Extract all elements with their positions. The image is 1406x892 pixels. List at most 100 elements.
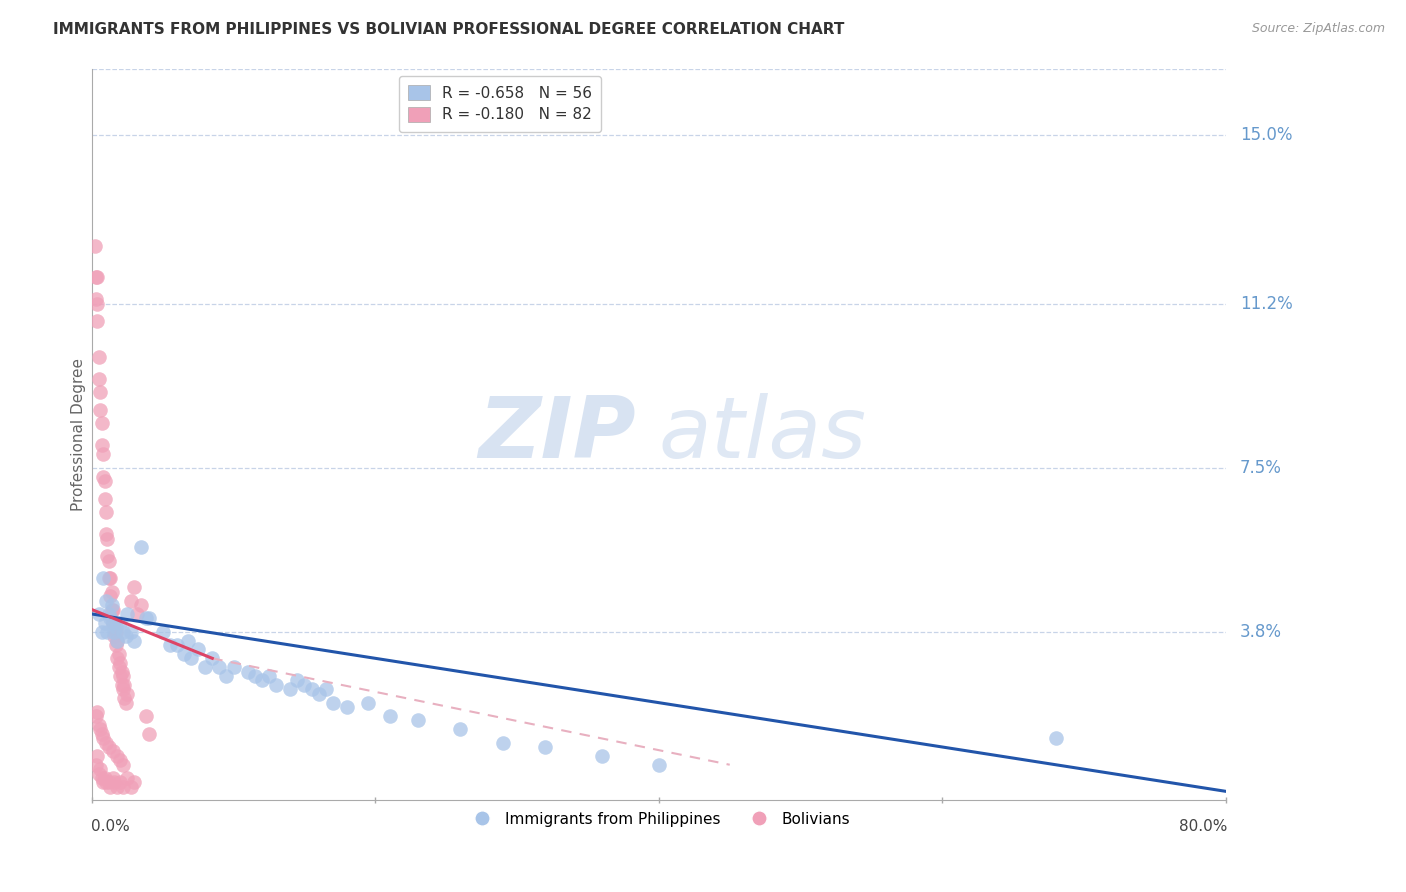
Point: [100, 584, 122, 599]
Point: [315, 682, 337, 697]
Point: [89, 762, 111, 776]
Point: [87, 718, 110, 732]
Text: 11.2%: 11.2%: [1240, 294, 1292, 312]
Point: [115, 607, 138, 621]
Text: 15.0%: 15.0%: [1240, 126, 1292, 144]
Point: [86, 314, 108, 328]
Point: [107, 647, 129, 661]
Point: [98, 611, 121, 625]
Point: [194, 660, 217, 674]
Text: 80.0%: 80.0%: [1178, 819, 1227, 833]
Point: [243, 669, 266, 683]
Point: [534, 739, 557, 754]
Point: [308, 687, 330, 701]
Point: [86, 296, 108, 310]
Point: [215, 669, 238, 683]
Point: [90, 727, 112, 741]
Point: [94, 775, 117, 789]
Point: [111, 757, 134, 772]
Point: [449, 723, 471, 737]
Point: [131, 541, 153, 555]
Point: [86, 748, 108, 763]
Point: [86, 269, 108, 284]
Point: [97, 572, 120, 586]
Point: [236, 665, 259, 679]
Point: [104, 624, 127, 639]
Point: [180, 651, 202, 665]
Point: [406, 714, 429, 728]
Point: [131, 598, 153, 612]
Point: [84, 269, 107, 284]
Point: [100, 598, 122, 612]
Point: [101, 615, 124, 630]
Point: [96, 549, 118, 564]
Point: [107, 660, 129, 674]
Point: [114, 629, 136, 643]
Point: [201, 651, 224, 665]
Text: 3.8%: 3.8%: [1240, 623, 1282, 640]
Point: [114, 696, 136, 710]
Point: [110, 665, 132, 679]
Point: [103, 615, 125, 630]
Point: [103, 775, 125, 789]
Point: [104, 620, 127, 634]
Point: [208, 660, 231, 674]
Point: [84, 757, 107, 772]
Point: [101, 615, 124, 630]
Point: [121, 780, 143, 794]
Point: [90, 438, 112, 452]
Point: [84, 709, 107, 723]
Point: [91, 731, 114, 746]
Point: [135, 611, 157, 625]
Point: [101, 744, 124, 758]
Point: [105, 748, 128, 763]
Point: [264, 678, 287, 692]
Point: [98, 589, 121, 603]
Point: [104, 638, 127, 652]
Point: [121, 624, 143, 639]
Point: [91, 775, 114, 789]
Point: [257, 669, 280, 683]
Point: [94, 593, 117, 607]
Point: [87, 607, 110, 621]
Point: [159, 638, 181, 652]
Point: [138, 611, 160, 625]
Point: [112, 678, 135, 692]
Point: [301, 682, 323, 697]
Point: [94, 527, 117, 541]
Point: [93, 771, 115, 785]
Point: [378, 709, 401, 723]
Point: [177, 633, 200, 648]
Point: [97, 554, 120, 568]
Point: [89, 723, 111, 737]
Point: [111, 624, 134, 639]
Text: atlas: atlas: [659, 392, 868, 475]
Point: [87, 350, 110, 364]
Text: 0.0%: 0.0%: [90, 819, 129, 833]
Point: [250, 673, 273, 688]
Point: [84, 292, 107, 306]
Point: [322, 696, 344, 710]
Point: [93, 615, 115, 630]
Point: [108, 669, 131, 683]
Point: [91, 447, 114, 461]
Point: [91, 572, 114, 586]
Point: [124, 633, 146, 648]
Point: [591, 748, 613, 763]
Text: 7.5%: 7.5%: [1240, 458, 1282, 476]
Point: [285, 673, 308, 688]
Text: Source: ZipAtlas.com: Source: ZipAtlas.com: [1251, 22, 1385, 36]
Point: [648, 757, 671, 772]
Point: [111, 780, 134, 794]
Point: [96, 624, 118, 639]
Point: [294, 678, 316, 692]
Point: [103, 629, 125, 643]
Point: [173, 647, 195, 661]
Point: [105, 651, 128, 665]
Point: [112, 691, 135, 706]
Point: [135, 709, 157, 723]
Point: [101, 602, 124, 616]
Point: [336, 700, 359, 714]
Point: [89, 403, 111, 417]
Point: [101, 771, 124, 785]
